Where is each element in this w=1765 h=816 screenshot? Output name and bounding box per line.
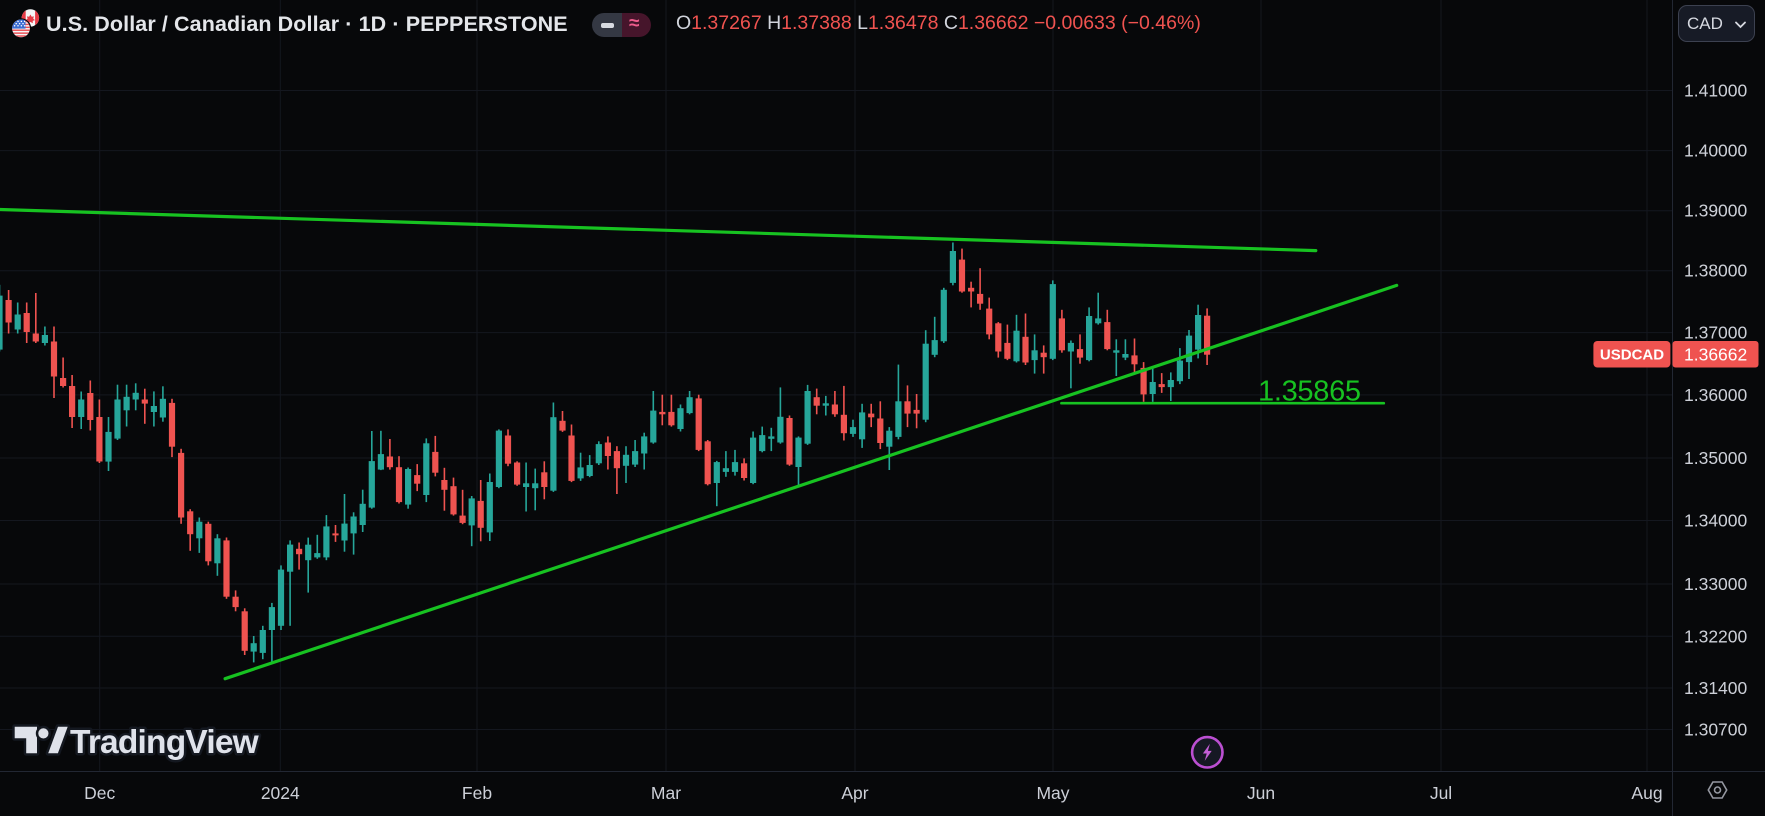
- svg-text:May: May: [1036, 783, 1069, 803]
- svg-text:Jul: Jul: [1430, 783, 1452, 803]
- svg-text:Aug: Aug: [1631, 783, 1662, 803]
- svg-text:Apr: Apr: [841, 783, 868, 803]
- svg-text:1.32200: 1.32200: [1684, 626, 1748, 646]
- svg-text:1.41000: 1.41000: [1684, 81, 1748, 101]
- svg-text:1.36000: 1.36000: [1684, 385, 1748, 405]
- svg-text:2024: 2024: [261, 783, 300, 803]
- svg-text:1.40000: 1.40000: [1684, 141, 1748, 161]
- svg-text:1.38000: 1.38000: [1684, 261, 1748, 281]
- svg-text:1.31400: 1.31400: [1684, 678, 1748, 698]
- svg-text:1.35865: 1.35865: [1258, 376, 1361, 408]
- svg-text:Feb: Feb: [462, 783, 492, 803]
- svg-text:1.37000: 1.37000: [1684, 323, 1748, 343]
- svg-text:TradingView: TradingView: [70, 724, 260, 761]
- svg-text:USDCAD: USDCAD: [1600, 347, 1664, 364]
- svg-text:1.39000: 1.39000: [1684, 201, 1748, 221]
- svg-text:Mar: Mar: [651, 783, 681, 803]
- svg-text:Jun: Jun: [1247, 783, 1275, 803]
- svg-text:1.34000: 1.34000: [1684, 511, 1748, 531]
- svg-text:1.36662: 1.36662: [1684, 345, 1747, 365]
- svg-text:Dec: Dec: [84, 783, 115, 803]
- svg-text:1.33000: 1.33000: [1684, 574, 1748, 594]
- svg-text:1.30700: 1.30700: [1684, 720, 1748, 740]
- svg-text:1.35000: 1.35000: [1684, 448, 1748, 468]
